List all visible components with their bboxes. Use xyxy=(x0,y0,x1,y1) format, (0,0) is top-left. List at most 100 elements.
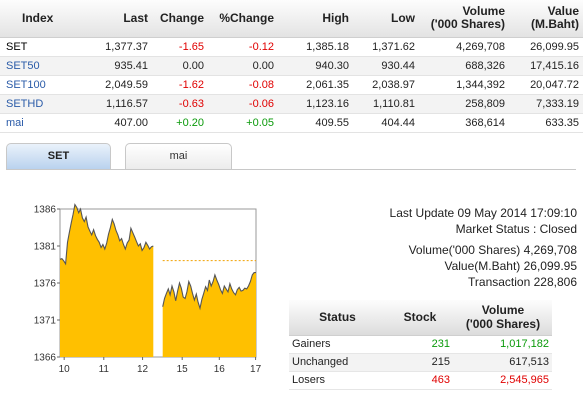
value-cell: 26,099.95 xyxy=(509,37,583,57)
value-cell: 17,415.16 xyxy=(509,56,583,76)
table-row[interactable]: SET50 935.41 0.00 0.00 940.30 930.44 688,326 17… xyxy=(0,56,583,76)
header-pct-change[interactable]: %Change xyxy=(208,0,278,38)
header-value-line2: (M.Baht) xyxy=(531,17,579,32)
last-cell: 407.00 xyxy=(82,113,152,133)
stock-count-cell: 231 xyxy=(386,335,454,354)
high-cell: 1,123.16 xyxy=(278,94,353,114)
status-table: Status Stock Volume ('000 Shares) Gainers… xyxy=(289,300,552,390)
change-cell: -0.63 xyxy=(152,94,208,114)
status-label-cell: Losers xyxy=(289,371,386,390)
market-transaction: Transaction 228,806 xyxy=(468,275,577,289)
last-cell: 1,116.57 xyxy=(82,94,152,114)
value-cell: 7,333.19 xyxy=(509,94,583,114)
x-tick-label: 16 xyxy=(214,364,226,375)
y-tick-label: 1366 xyxy=(34,353,57,364)
status-volume-cell: 617,513 xyxy=(454,353,552,372)
last-cell: 935.41 xyxy=(82,56,152,76)
status-label-cell: Gainers xyxy=(289,335,386,354)
high-cell: 409.55 xyxy=(278,113,353,133)
table-row[interactable]: SETHD 1,116.57 -0.63 -0.06 1,123.16 1,110.81 2… xyxy=(0,94,583,114)
header-value-line1: Value xyxy=(547,4,579,19)
last-update: Last Update 09 May 2014 17:09:10 xyxy=(389,206,577,220)
index-table-header: Index Last Change %Change High Low Volum… xyxy=(0,0,583,38)
change-cell: 0.00 xyxy=(152,56,208,76)
status-volume-cell: 2,545,965 xyxy=(454,371,552,390)
header-index[interactable]: Index xyxy=(0,0,82,38)
series-area xyxy=(162,272,256,357)
volume-cell: 368,614 xyxy=(419,113,509,133)
volume-cell: 1,344,392 xyxy=(419,75,509,95)
header-volume-line1: Volume xyxy=(462,4,505,19)
header-low[interactable]: Low xyxy=(353,0,419,38)
status-row: Gainers 231 1,017,182 xyxy=(289,335,552,354)
volume-cell: 258,809 xyxy=(419,94,509,114)
header-status: Status xyxy=(289,300,386,336)
market-value: Value(M.Baht) 26,099.95 xyxy=(444,259,577,273)
index-name-cell[interactable]: SET xyxy=(0,37,82,57)
low-cell: 930.44 xyxy=(353,56,419,76)
status-volume-cell: 1,017,182 xyxy=(454,335,552,354)
tab-mai[interactable]: mai xyxy=(125,143,232,169)
header-status-volume-line2: ('000 Shares) xyxy=(465,317,541,332)
series-line xyxy=(162,272,256,311)
index-name-cell[interactable]: SETHD xyxy=(0,94,82,114)
y-tick-label: 1386 xyxy=(34,205,57,216)
market-volume: Volume('000 Shares) 4,269,708 xyxy=(408,243,577,257)
x-tick-label: 15 xyxy=(177,364,189,375)
stock-count-cell: 215 xyxy=(386,353,454,372)
y-tick-label: 1371 xyxy=(34,316,57,327)
index-table: Index Last Change %Change High Low Volum… xyxy=(0,0,583,133)
low-cell: 2,038.97 xyxy=(353,75,419,95)
series-area xyxy=(60,204,154,357)
header-stock: Stock xyxy=(386,300,454,336)
status-row: Losers 463 2,545,965 xyxy=(289,371,552,390)
pct-change-cell: +0.05 xyxy=(208,113,278,133)
change-cell: -1.62 xyxy=(152,75,208,95)
table-row[interactable]: mai 407.00 +0.20 +0.05 409.55 404.44 368,614 63… xyxy=(0,113,583,133)
index-name-cell[interactable]: mai xyxy=(0,113,82,133)
low-cell: 1,110.81 xyxy=(353,94,419,114)
header-change[interactable]: Change xyxy=(152,0,208,38)
pct-change-cell: -0.08 xyxy=(208,75,278,95)
series-line xyxy=(59,203,154,266)
header-value[interactable]: Value (M.Baht) xyxy=(509,0,583,38)
pct-change-cell: -0.12 xyxy=(208,37,278,57)
status-row: Unchanged 215 617,513 xyxy=(289,353,552,372)
volume-cell: 688,326 xyxy=(419,56,509,76)
tab-set[interactable]: SET xyxy=(6,143,111,169)
index-name-cell[interactable]: SET100 xyxy=(0,75,82,95)
market-status: Market Status : Closed xyxy=(455,222,577,236)
status-table-header: Status Stock Volume ('000 Shares) xyxy=(289,300,552,336)
low-cell: 1,371.62 xyxy=(353,37,419,57)
stock-count-cell: 463 xyxy=(386,371,454,390)
last-cell: 1,377.37 xyxy=(82,37,152,57)
x-tick-label: 17 xyxy=(250,364,262,375)
tab-divider xyxy=(6,169,576,170)
y-tick-label: 1381 xyxy=(34,242,57,253)
high-cell: 1,385.18 xyxy=(278,37,353,57)
table-row[interactable]: SET 1,377.37 -1.65 -0.12 1,385.18 1,371.62 4,2… xyxy=(0,37,583,57)
high-cell: 940.30 xyxy=(278,56,353,76)
low-cell: 404.44 xyxy=(353,113,419,133)
header-last[interactable]: Last xyxy=(82,0,152,38)
last-cell: 2,049.59 xyxy=(82,75,152,95)
index-name-cell[interactable]: SET50 xyxy=(0,56,82,76)
header-volume[interactable]: Volume ('000 Shares) xyxy=(419,0,509,38)
table-row[interactable]: SET100 2,049.59 -1.62 -0.08 2,061.35 2,038.97… xyxy=(0,75,583,95)
header-status-volume-line1: Volume xyxy=(481,303,525,318)
header-status-volume: Volume ('000 Shares) xyxy=(454,300,552,336)
change-cell: -1.65 xyxy=(152,37,208,57)
value-cell: 20,047.72 xyxy=(509,75,583,95)
change-cell: +0.20 xyxy=(152,113,208,133)
header-high[interactable]: High xyxy=(278,0,353,38)
x-tick-label: 11 xyxy=(99,364,110,375)
status-label-cell: Unchanged xyxy=(289,353,386,372)
header-volume-line2: ('000 Shares) xyxy=(430,17,505,32)
y-tick-label: 1376 xyxy=(34,279,57,290)
index-tabs: SET mai xyxy=(6,143,576,169)
volume-cell: 4,269,708 xyxy=(419,37,509,57)
pct-change-cell: -0.06 xyxy=(208,94,278,114)
value-cell: 633.35 xyxy=(509,113,583,133)
high-cell: 2,061.35 xyxy=(278,75,353,95)
